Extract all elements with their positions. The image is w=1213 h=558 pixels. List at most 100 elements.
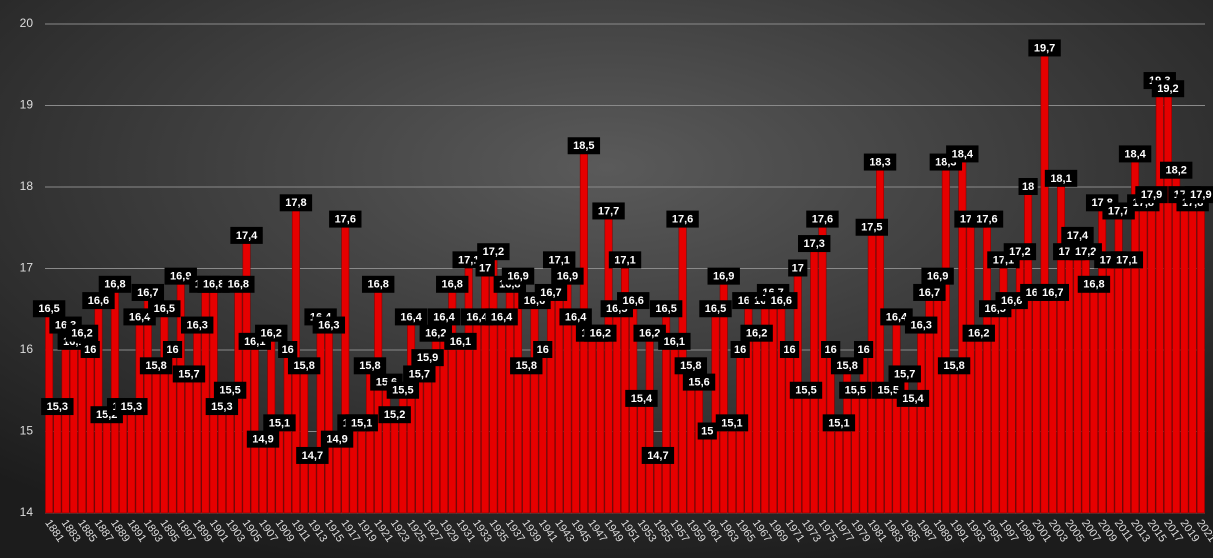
label-box — [98, 275, 132, 293]
bar — [333, 439, 342, 514]
label-box — [1160, 161, 1193, 179]
label-box — [1028, 39, 1061, 57]
bar — [1172, 170, 1181, 514]
label-box — [1135, 186, 1168, 204]
y-tick-label: 15 — [20, 424, 34, 438]
label-box — [682, 373, 716, 391]
label-box — [403, 365, 436, 383]
data-label: 16,5 — [38, 303, 59, 315]
data-label: 17 — [792, 262, 804, 274]
data-label: 16,8 — [228, 279, 249, 291]
label-box — [378, 406, 411, 424]
label-box — [658, 332, 691, 350]
bar — [1040, 48, 1049, 514]
label-box — [533, 341, 553, 358]
data-label: 16 — [537, 344, 549, 356]
label-box — [222, 275, 255, 293]
label-box — [1018, 178, 1038, 195]
label-box — [436, 275, 469, 293]
data-label: 15,3 — [211, 401, 232, 413]
bar — [1180, 194, 1189, 514]
label-box — [80, 341, 100, 358]
data-label: 15,5 — [795, 385, 816, 397]
data-label: 16,4 — [886, 311, 908, 323]
data-label: 17,5 — [861, 222, 882, 234]
data-label: 16,6 — [1001, 295, 1022, 307]
label-box — [592, 202, 625, 220]
label-box — [278, 341, 298, 358]
bar — [53, 406, 62, 514]
label-box — [460, 308, 494, 326]
data-label: 16,4 — [400, 311, 422, 323]
label-box — [287, 357, 321, 375]
bar — [316, 317, 325, 514]
data-label: 15,1 — [351, 417, 372, 429]
data-label: 16,5 — [705, 303, 726, 315]
label-box — [913, 283, 946, 301]
bar — [1048, 292, 1057, 514]
bar — [546, 292, 555, 514]
y-tick-label: 19 — [20, 98, 34, 112]
data-label: 18,4 — [1124, 148, 1146, 160]
label-box — [501, 267, 535, 285]
bar — [645, 333, 654, 514]
data-label: 15,9 — [417, 352, 438, 364]
data-label: 17,2 — [1009, 246, 1030, 258]
bar — [777, 300, 786, 514]
label-box — [213, 381, 247, 399]
data-label: 16,2 — [639, 328, 660, 340]
data-label: 14,9 — [252, 434, 273, 446]
data-label: 15,8 — [293, 360, 314, 372]
bar — [341, 219, 350, 514]
bar — [300, 365, 309, 514]
data-label: 17,8 — [285, 197, 306, 209]
label-box — [765, 292, 798, 310]
data-label: 15,1 — [828, 417, 849, 429]
data-label: 18,4 — [952, 148, 974, 160]
data-label: 15,6 — [688, 377, 709, 389]
label-box — [1184, 186, 1213, 204]
bar — [596, 333, 605, 514]
data-label: 15,3 — [47, 401, 68, 413]
data-label: 16,8 — [1083, 279, 1104, 291]
label-box — [839, 381, 872, 399]
data-label: 15,7 — [409, 368, 430, 380]
bar — [1089, 284, 1098, 514]
label-box — [394, 308, 428, 326]
label-box — [896, 389, 930, 407]
data-label: 16 — [166, 344, 178, 356]
data-label: 17,1 — [614, 254, 635, 266]
bar — [711, 308, 720, 514]
label-box — [534, 283, 568, 301]
label-box — [853, 341, 874, 358]
data-label: 15,8 — [680, 360, 701, 372]
data-label: 14,7 — [647, 450, 668, 462]
label-box — [822, 414, 856, 432]
label-box — [1069, 243, 1102, 261]
data-label: 16,9 — [557, 271, 578, 283]
bar — [834, 423, 843, 514]
label-box — [699, 300, 732, 318]
label-box — [641, 446, 675, 464]
bar — [61, 325, 70, 514]
label-box — [197, 275, 230, 293]
label-box — [674, 357, 708, 375]
data-label: 16,7 — [1042, 287, 1063, 299]
label-box — [779, 341, 800, 358]
bar — [217, 406, 226, 514]
data-label: 17,7 — [598, 205, 619, 217]
bar — [801, 390, 810, 514]
label-box — [148, 300, 181, 318]
label-box — [888, 365, 921, 383]
data-label: 16,3 — [186, 319, 207, 331]
data-label: 17,9 — [1190, 189, 1211, 201]
data-label: 16,3 — [910, 319, 931, 331]
label-box — [475, 259, 495, 277]
label-box — [32, 300, 66, 318]
data-label: 16,9 — [170, 271, 191, 283]
label-box — [164, 267, 197, 285]
label-box — [551, 267, 584, 285]
y-tick-label: 17 — [20, 261, 34, 275]
label-box — [1036, 283, 1070, 301]
